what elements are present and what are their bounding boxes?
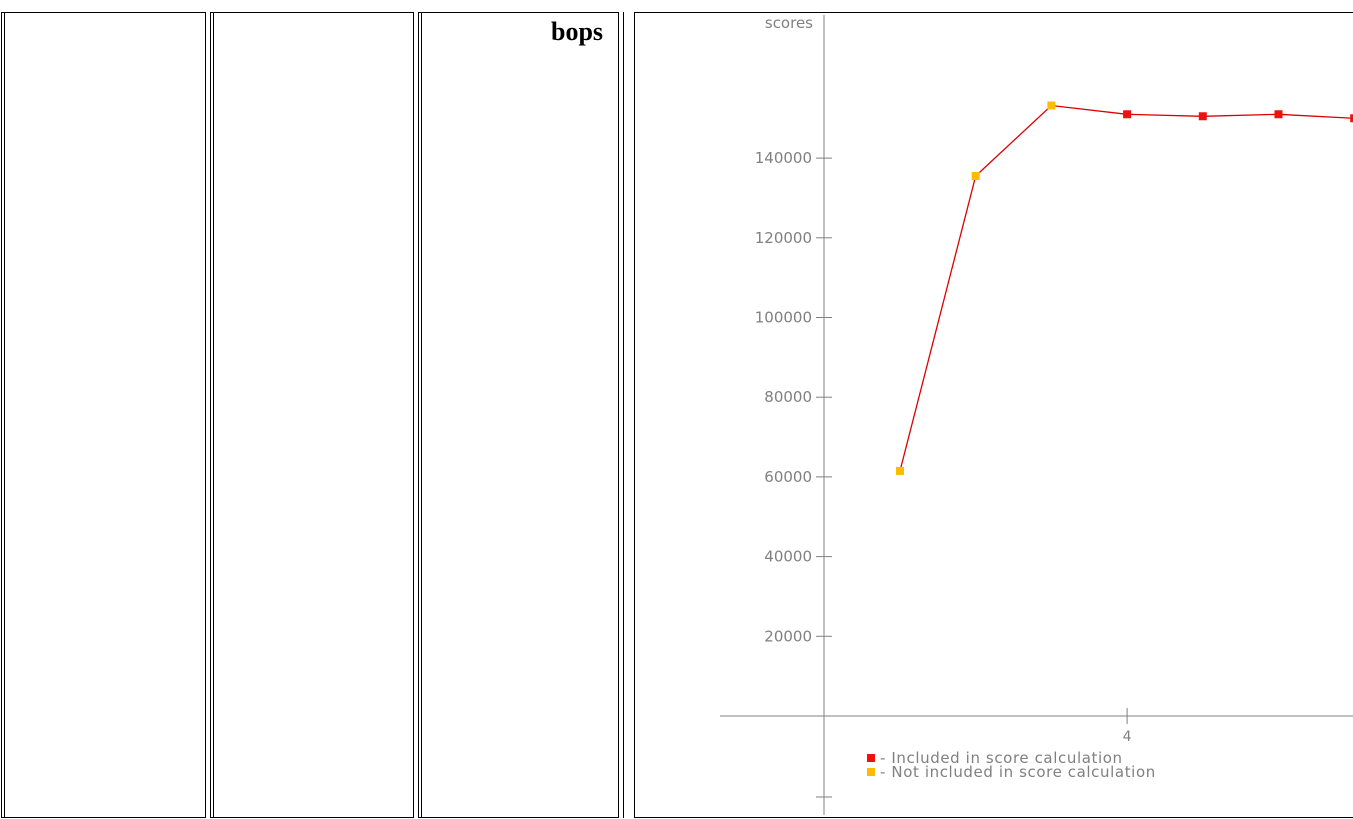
x-tick-label: 4 [1123,729,1132,745]
cell-divider [4,12,5,818]
legend-label: - Included in score calculation [880,749,1123,767]
y-tick-label: 20000 [764,627,812,645]
data-point-included [1123,110,1132,119]
y-axis-label: scores [765,14,813,32]
legend-swatch [867,768,875,776]
legend-swatch [867,754,875,762]
data-point-included [1350,114,1353,123]
cell-divider [421,12,422,818]
y-tick-label: 80000 [764,388,812,406]
table-cell-2 [210,12,414,818]
data-point-included [1198,112,1207,121]
series-line [899,104,1353,472]
data-point-included [1274,110,1283,119]
data-point-excluded [971,172,980,181]
data-point-excluded [896,466,904,475]
table-cell-3 [418,12,619,818]
y-tick-label: 120000 [755,229,812,247]
cell-divider [213,12,214,818]
data-point-excluded [1047,101,1056,110]
legend-label: - Not included in score calculation [880,763,1156,781]
table-cell-1 [1,12,206,818]
y-tick-label: 140000 [755,149,812,167]
table-cell-chart [634,12,1353,818]
y-tick-label: 60000 [764,468,812,486]
cell-divider [623,12,624,818]
y-tick-label: 100000 [755,309,812,327]
benchmark-label: bops [551,17,604,46]
y-tick-label: 40000 [764,548,812,566]
